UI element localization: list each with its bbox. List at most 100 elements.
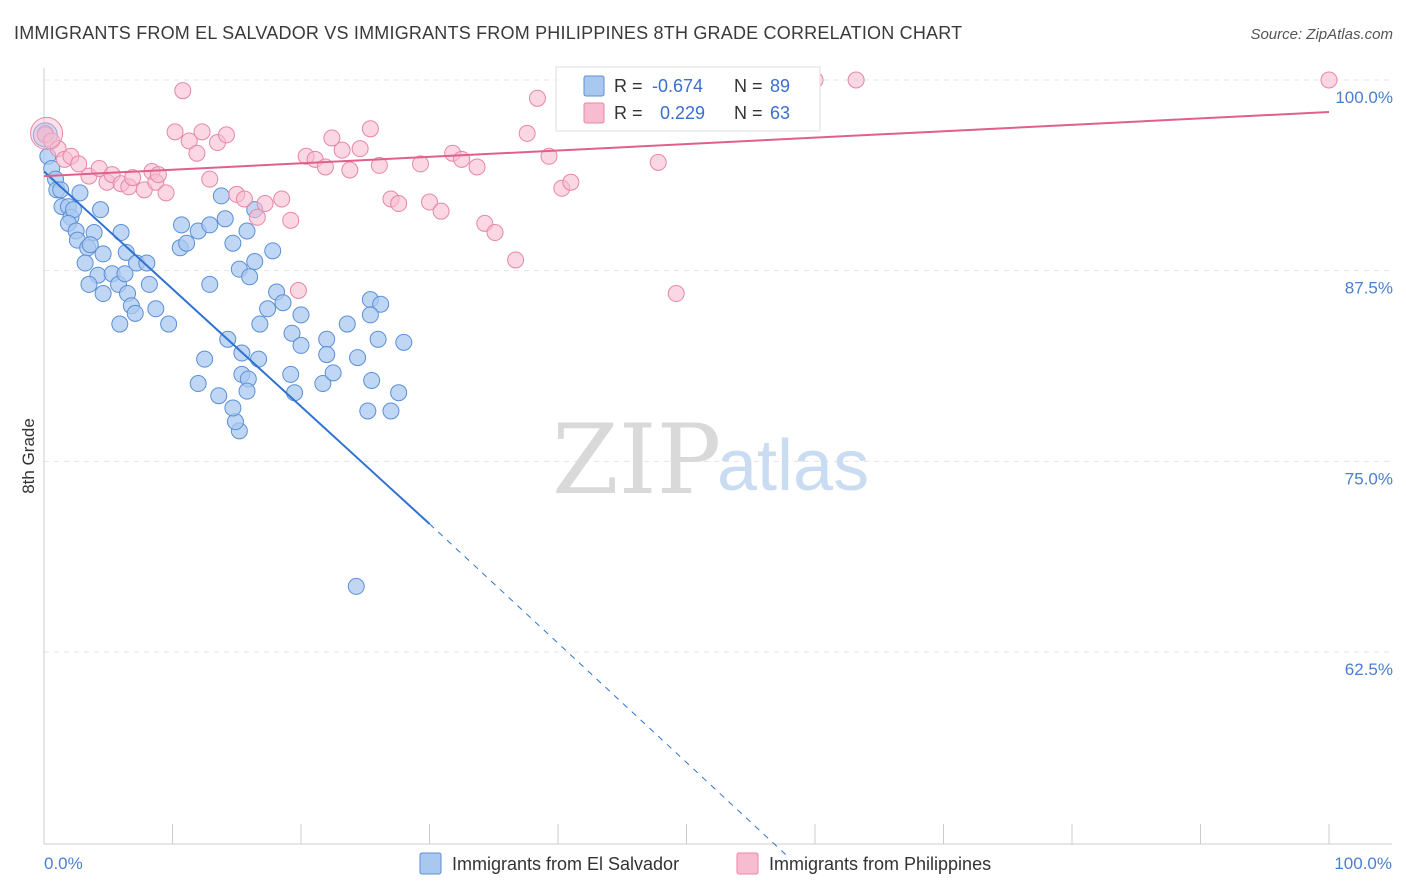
el-salvador-point-68 bbox=[282, 365, 300, 383]
philippines-point-38 bbox=[341, 161, 359, 179]
el-salvador-point-5 bbox=[52, 181, 70, 199]
el-salvador-point-44 bbox=[224, 234, 242, 252]
el-salvador-point-74 bbox=[359, 402, 377, 420]
philippines-point-32 bbox=[289, 281, 307, 299]
el-salvador-point-47 bbox=[246, 253, 264, 271]
el-salvador-point-51 bbox=[201, 275, 219, 293]
el-salvador-point-42 bbox=[216, 210, 234, 228]
el-salvador-point-69 bbox=[286, 384, 304, 402]
el-salvador-point-72 bbox=[363, 371, 381, 389]
el-salvador-point-58 bbox=[292, 336, 310, 354]
philippines-point-49 bbox=[468, 158, 486, 176]
philippines-point-46 bbox=[432, 202, 450, 220]
el-salvador-point-13 bbox=[92, 201, 110, 219]
legend-n-label-1: N = bbox=[734, 76, 763, 96]
el-salvador-point-50 bbox=[241, 268, 259, 286]
el-salvador-point-60 bbox=[318, 330, 336, 348]
philippines-point-large bbox=[30, 116, 64, 150]
el-salvador-point-88 bbox=[347, 577, 365, 595]
philippines-point-5 bbox=[70, 155, 88, 173]
legend-r-label-1: R = bbox=[614, 76, 643, 96]
el-salvador-trend-extension bbox=[429, 523, 790, 859]
legend-r-value-2: 0.229 bbox=[660, 103, 705, 123]
el-salvador-point-71 bbox=[324, 364, 342, 382]
philippines-point-19 bbox=[174, 82, 192, 100]
bottom-legend-label-philippines: Immigrants from Philippines bbox=[769, 854, 991, 874]
y-tick-label-2: 87.5% bbox=[1345, 279, 1393, 298]
series-legend: Immigrants from El Salvador Immigrants f… bbox=[419, 852, 991, 875]
philippines-point-23 bbox=[201, 170, 219, 188]
y-tick-label-3: 100.0% bbox=[1335, 88, 1393, 107]
legend-swatch-pink bbox=[583, 102, 605, 124]
el-salvador-point-29 bbox=[94, 285, 112, 303]
philippines-point-37 bbox=[333, 141, 351, 159]
bottom-legend-swatch-pink bbox=[736, 852, 759, 875]
philippines-point-27 bbox=[235, 190, 253, 208]
philippines-point-36 bbox=[323, 129, 341, 147]
el-salvador-point-19 bbox=[112, 224, 130, 242]
el-salvador-point-65 bbox=[369, 330, 387, 348]
el-salvador-trend-line bbox=[43, 170, 431, 525]
el-salvador-point-76 bbox=[250, 350, 268, 368]
el-salvador-point-59 bbox=[338, 315, 356, 333]
y-tick-labels: 62.5% 75.0% 87.5% 100.0% bbox=[1335, 88, 1393, 679]
philippines-point-40 bbox=[361, 120, 379, 138]
bottom-legend-label-el-salvador: Immigrants from El Salvador bbox=[452, 854, 679, 874]
y-tick-label-1: 75.0% bbox=[1345, 469, 1393, 488]
philippines-point-62 bbox=[1320, 71, 1338, 89]
philippines-point-54 bbox=[528, 89, 546, 107]
el-salvador-point-56 bbox=[251, 315, 269, 333]
philippines-point-41 bbox=[370, 156, 388, 174]
philippines-point-48 bbox=[453, 150, 471, 168]
philippines-point-59 bbox=[667, 285, 685, 303]
el-salvador-point-64 bbox=[361, 306, 379, 324]
el-salvador-point-67 bbox=[349, 349, 367, 367]
legend-n-value-2: 63 bbox=[770, 103, 790, 123]
philippines-point-17 bbox=[157, 184, 175, 202]
philippines-point-44 bbox=[412, 155, 430, 173]
el-salvador-point-17 bbox=[81, 236, 99, 254]
el-salvador-point-75 bbox=[382, 402, 400, 420]
el-salvador-point-40 bbox=[172, 216, 190, 234]
el-salvador-point-77 bbox=[196, 350, 214, 368]
el-salvador-point-85 bbox=[226, 413, 244, 431]
philippines-point-25 bbox=[217, 126, 235, 144]
el-salvador-point-79 bbox=[210, 387, 228, 405]
el-salvador-point-20 bbox=[117, 243, 135, 261]
philippines-point-51 bbox=[486, 224, 504, 242]
x-tick-label-max: 100.0% bbox=[1334, 854, 1392, 873]
philippines-point-21 bbox=[188, 144, 206, 162]
el-salvador-point-25 bbox=[116, 265, 134, 283]
el-salvador-point-53 bbox=[259, 300, 277, 318]
el-salvador-point-33 bbox=[147, 300, 165, 318]
philippines-point-16 bbox=[149, 166, 167, 184]
el-salvador-point-36 bbox=[160, 315, 178, 333]
el-salvador-point-46 bbox=[238, 222, 256, 240]
el-salvador-point-18 bbox=[94, 245, 112, 263]
series-philippines-points bbox=[30, 71, 1338, 303]
philippines-point-52 bbox=[507, 251, 525, 269]
y-tick-label-0: 62.5% bbox=[1345, 660, 1393, 679]
el-salvador-point-38 bbox=[178, 234, 196, 252]
el-salvador-point-61 bbox=[318, 346, 336, 364]
philippines-point-30 bbox=[273, 190, 291, 208]
philippines-point-18 bbox=[166, 123, 184, 141]
el-salvador-point-73 bbox=[390, 384, 408, 402]
philippines-point-20 bbox=[180, 132, 198, 150]
legend-r-value-1: -0.674 bbox=[652, 76, 703, 96]
el-salvador-point-11 bbox=[71, 184, 89, 202]
el-salvador-point-66 bbox=[395, 333, 413, 351]
philippines-point-39 bbox=[351, 140, 369, 158]
philippines-point-53 bbox=[518, 124, 536, 142]
el-salvador-point-57 bbox=[283, 324, 301, 342]
legend-r-label-2: R = bbox=[614, 103, 643, 123]
watermark-atlas: atlas bbox=[717, 426, 869, 506]
philippines-point-22 bbox=[193, 123, 211, 141]
watermark-zip: ZIP bbox=[552, 404, 721, 516]
x-tick-label-min: 0.0% bbox=[44, 854, 83, 873]
chart-title: IMMIGRANTS FROM EL SALVADOR VS IMMIGRANT… bbox=[14, 23, 962, 43]
el-salvador-point-78 bbox=[189, 375, 207, 393]
bottom-legend-swatch-blue bbox=[419, 852, 442, 875]
philippines-point-31 bbox=[282, 211, 300, 229]
philippines-point-55 bbox=[540, 147, 558, 165]
